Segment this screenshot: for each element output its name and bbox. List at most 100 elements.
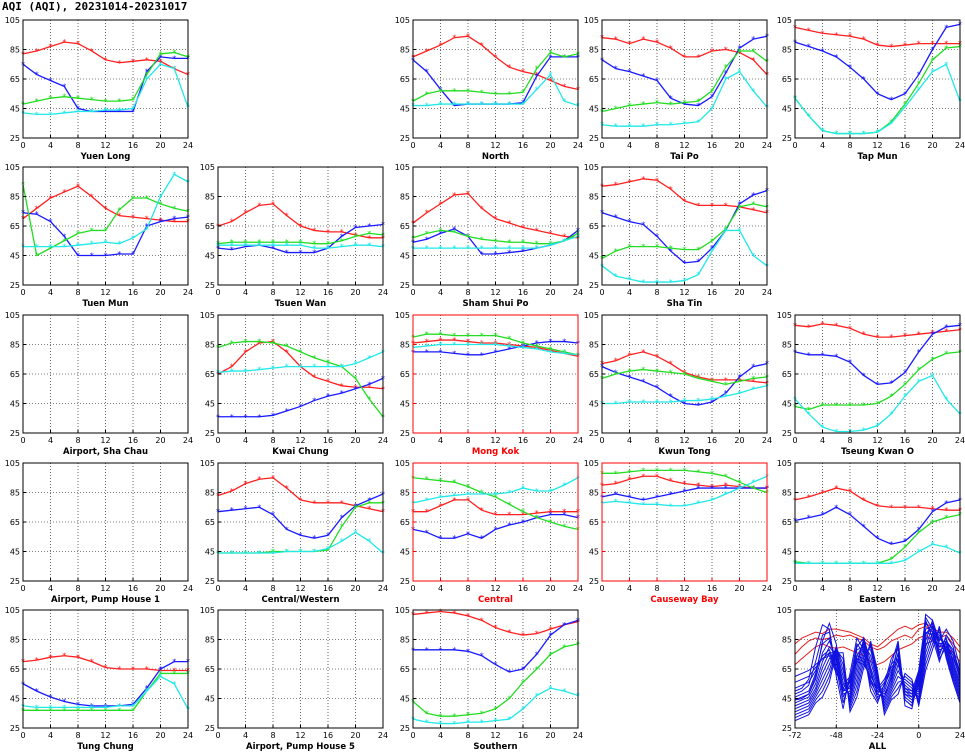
data-point: * (549, 240, 553, 249)
x-tick-label: 4 (243, 731, 248, 740)
panel-title: North (482, 152, 509, 162)
series-line (218, 377, 384, 418)
data-point: * (535, 692, 539, 701)
y-tick-label: 105 (395, 311, 410, 320)
data-point: * (425, 235, 429, 244)
data-point: * (549, 508, 553, 517)
x-tick-label: 8 (465, 141, 470, 150)
data-point: * (655, 243, 659, 252)
data-point: * (439, 720, 443, 729)
data-point: * (131, 702, 135, 711)
data-point: * (724, 69, 728, 78)
y-tick-label: 105 (584, 311, 599, 320)
data-point: * (159, 50, 163, 59)
data-point: * (641, 221, 645, 230)
x-tick-label: 24 (183, 731, 193, 740)
y-tick-label: 25 (589, 134, 599, 143)
data-point: * (724, 389, 728, 398)
x-tick-label: 8 (654, 584, 659, 593)
data-point: * (131, 234, 135, 243)
data-point: * (271, 339, 275, 348)
y-tick-label: 85 (400, 193, 410, 202)
x-tick-label: 0 (20, 731, 25, 740)
series-line (794, 487, 960, 511)
data-point: * (439, 336, 443, 345)
data-point: * (628, 499, 632, 508)
data-point: * (452, 87, 456, 96)
data-point: * (931, 329, 935, 338)
data-point: * (354, 223, 358, 232)
series-line (22, 185, 188, 223)
x-tick-label: 4 (243, 436, 248, 445)
x-tick-label: 4 (48, 731, 53, 740)
x-tick-label: 8 (465, 436, 470, 445)
x-tick-label: 16 (707, 436, 717, 445)
data-point: * (889, 559, 893, 568)
series-line (794, 374, 961, 433)
data-point: * (903, 332, 907, 341)
x-tick-label: 24 (573, 288, 583, 297)
data-point: * (724, 226, 728, 235)
data-point: * (751, 47, 755, 56)
data-point: * (466, 32, 470, 41)
data-point: * (807, 410, 811, 419)
series-line (413, 619, 579, 673)
x-tick-label: 4 (438, 288, 443, 297)
data-point: * (903, 100, 907, 109)
data-point: * (117, 212, 121, 221)
data-point: * (480, 709, 484, 718)
x-tick-label: 12 (100, 288, 110, 297)
data-point: * (326, 358, 330, 367)
data-point: * (807, 514, 811, 523)
data-point: * (641, 366, 645, 375)
x-tick-label: 0 (215, 288, 220, 297)
data-point: * (628, 373, 632, 382)
series-line (794, 351, 961, 411)
x-tick-label: 16 (323, 436, 333, 445)
data-point: * (480, 332, 484, 341)
x-tick-label: 0 (792, 141, 797, 150)
x-tick-label: 0 (20, 288, 25, 297)
data-point: * (521, 508, 525, 517)
x-tick-label: 16 (323, 584, 333, 593)
x-tick-label: 0 (410, 436, 415, 445)
data-point: * (683, 370, 687, 379)
data-point: * (299, 496, 303, 505)
data-point: * (848, 324, 852, 333)
data-point: * (614, 122, 618, 131)
data-point: * (889, 119, 893, 128)
data-point: * (696, 373, 700, 382)
data-point: * (494, 341, 498, 350)
data-point: * (807, 559, 811, 568)
data-point: * (889, 392, 893, 401)
data-point: * (889, 96, 893, 105)
data-point: * (466, 87, 470, 96)
data-point: * (230, 367, 234, 376)
x-tick-label: 16 (707, 141, 717, 150)
series-line (601, 203, 768, 260)
data-point: * (751, 377, 755, 386)
data-point: * (710, 395, 714, 404)
data-point: * (549, 241, 553, 250)
x-tick-label: 8 (847, 141, 852, 150)
series-line (794, 499, 961, 545)
data-point: * (628, 275, 632, 284)
data-point: * (669, 477, 673, 486)
data-point: * (244, 209, 248, 218)
y-tick-label: 105 (584, 163, 599, 172)
panel-yuen-long: * * * * *** * * * ******** * * * *** * ** * * * * * * * *** * **… (5, 16, 193, 162)
series-line (794, 23, 961, 101)
data-point: * (90, 706, 94, 715)
x-tick-label: 0 (215, 436, 220, 445)
data-point: * (614, 105, 618, 114)
data-point: * (614, 181, 618, 190)
data-point: * (724, 376, 728, 385)
data-point: * (521, 99, 525, 108)
data-point: * (710, 483, 714, 492)
data-point: * (562, 621, 566, 630)
data-point: * (903, 543, 907, 552)
data-point: * (257, 241, 261, 250)
x-tick-label: 4 (48, 141, 53, 150)
data-point: * (738, 376, 742, 385)
panel-title: Eastern (859, 595, 896, 605)
